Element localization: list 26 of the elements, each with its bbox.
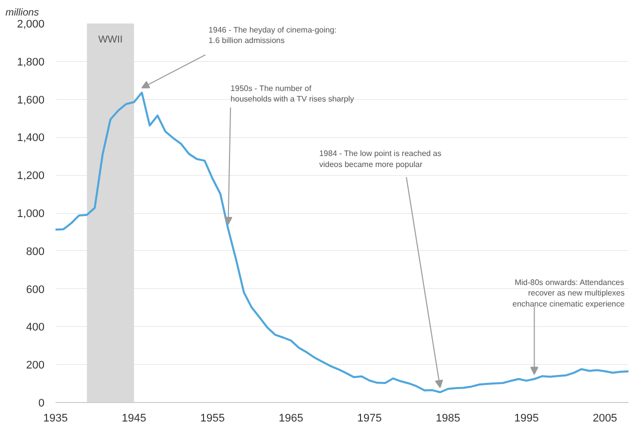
x-tick-label: 1995 [514, 412, 539, 424]
x-tick-label: 1985 [436, 412, 460, 424]
y-tick-label: 1,600 [16, 94, 45, 106]
y-tick-label: 1,000 [16, 208, 45, 220]
y-axis-title: millions [6, 8, 39, 18]
y-tick-label: 800 [26, 246, 45, 258]
x-tick-label: 1935 [43, 412, 68, 424]
x-tick-label: 1965 [278, 412, 304, 424]
x-tick-label: 2005 [592, 412, 618, 424]
annotation: 1946 - The heyday of cinema-going: 1.6 billion admissions [208, 25, 336, 46]
y-tick-label: 400 [26, 322, 45, 334]
x-tick-label: 1955 [200, 412, 225, 424]
y-tick-label: 600 [26, 284, 45, 296]
y-tick-label: 0 [38, 398, 45, 410]
y-tick-label: 1,200 [16, 170, 45, 182]
y-tick-label: 2,000 [16, 18, 45, 30]
x-tick-label: 1975 [357, 412, 382, 424]
y-tick-label: 1,800 [16, 56, 45, 68]
annotation: 1984 - The low point is reached as videos became more popular [319, 149, 442, 169]
annotation: Mid-80s onwards: Attendances recover as new multiplexes enchance cinematic experience [512, 278, 626, 308]
band-label: WWII [98, 34, 123, 46]
y-tick-label: 200 [26, 360, 45, 372]
annotation: 1950s - The number of households with a TV rises sharply [230, 84, 354, 104]
y-tick-label: 1,400 [16, 132, 45, 144]
line-series [56, 92, 628, 394]
x-tick-label: 1945 [122, 412, 146, 424]
